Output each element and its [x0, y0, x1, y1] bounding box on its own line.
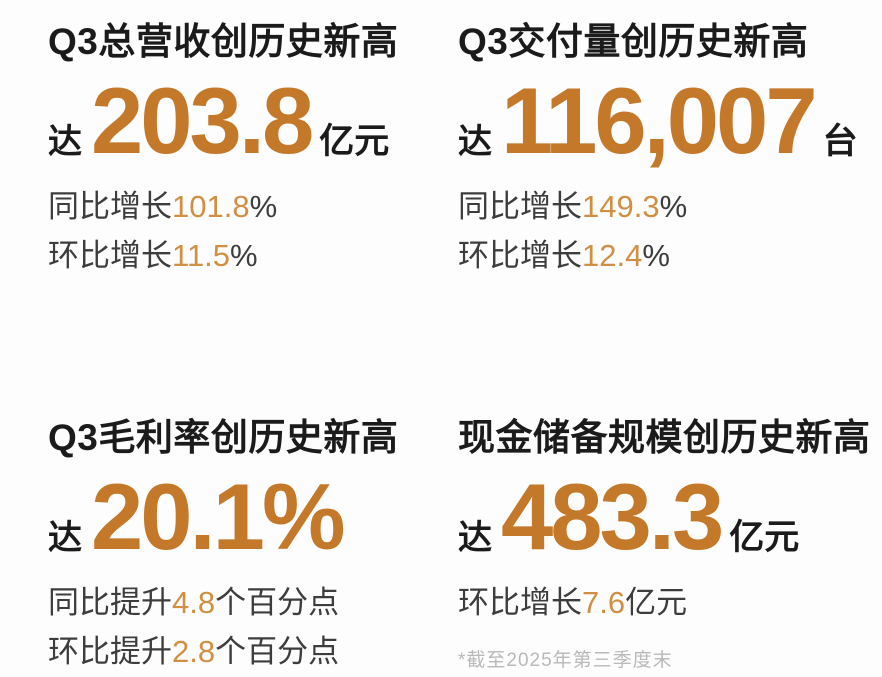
- stat-line-suffix: %: [659, 188, 688, 224]
- deliveries-value: 116,007: [501, 68, 818, 173]
- gross-margin-value-row: 达 20.1%: [48, 466, 432, 568]
- stat-line-label: 同比增长: [458, 188, 582, 224]
- revenue-stat-lines: 同比增长101.8% 环比增长11.5%: [48, 182, 432, 280]
- stat-line-number: 2.8: [172, 633, 216, 669]
- stat-line-label: 同比增长: [48, 188, 172, 224]
- cash-reserves-stat-lines: 环比增长7.6亿元: [458, 578, 874, 627]
- stat-line-number: 4.8: [172, 584, 216, 620]
- stat-line-suffix: 个百分点: [215, 584, 340, 620]
- cash-reserves-unit: 亿元: [729, 518, 800, 557]
- gross-margin-value: 20.1%: [91, 464, 346, 569]
- stat-line-suffix: %: [642, 237, 670, 273]
- stat-line-number: 7.6: [582, 584, 626, 620]
- value-prefix: 达: [48, 519, 82, 557]
- gross-margin-stat-lines: 同比提升4.8个百分点 环比提升2.8个百分点: [48, 578, 432, 676]
- stat-line-suffix: 个百分点: [215, 633, 340, 669]
- stat-line-number: 12.4: [582, 237, 643, 273]
- card-title-deliveries: Q3交付量创历史新高: [458, 21, 809, 62]
- stat-line-qoq: 环比提升2.8个百分点: [48, 627, 432, 676]
- deliveries-unit: 台: [822, 122, 858, 161]
- stat-line-qoq: 环比增长12.4%: [458, 231, 874, 280]
- cash-reserves-value-row: 达 483.3 亿元: [458, 466, 874, 568]
- stat-line-label: 环比增长: [48, 237, 172, 273]
- footnote: *截至2025年第三季度末: [458, 649, 673, 671]
- stat-line-label: 环比增长: [458, 237, 582, 273]
- card-title-revenue: Q3总营收创历史新高: [48, 21, 399, 62]
- stat-card-gross-margin: Q3毛利率创历史新高 达 20.1% 同比提升4.8个百分点 环比提升2.8个百…: [0, 340, 440, 677]
- revenue-value: 203.8: [91, 68, 314, 173]
- stat-line-yoy: 同比增长149.3%: [458, 182, 874, 231]
- stat-line-label: 环比增长: [458, 584, 582, 620]
- stat-line-suffix: %: [230, 237, 258, 273]
- stat-card-deliveries: Q3交付量创历史新高 达 116,007 台 同比增长149.3% 环比增长12…: [440, 0, 882, 340]
- stat-line-suffix: 亿元: [625, 584, 688, 620]
- stat-line-number: 149.3: [582, 188, 660, 224]
- card-title-gross-margin: Q3毛利率创历史新高: [48, 417, 399, 458]
- stat-card-revenue: Q3总营收创历史新高 达 203.8 亿元 同比增长101.8% 环比增长11.…: [0, 0, 440, 340]
- card-title-cash-reserves: 现金储备规模创历史新高: [458, 417, 871, 458]
- stat-line-suffix: %: [249, 188, 278, 224]
- deliveries-stat-lines: 同比增长149.3% 环比增长12.4%: [458, 182, 874, 280]
- value-prefix: 达: [48, 123, 82, 161]
- revenue-unit: 亿元: [319, 122, 390, 161]
- stat-line-qoq: 环比增长7.6亿元: [458, 578, 874, 627]
- stat-line-number: 11.5: [172, 237, 231, 273]
- stat-line-label: 环比提升: [48, 633, 172, 669]
- value-prefix: 达: [458, 123, 492, 161]
- value-prefix: 达: [458, 519, 492, 557]
- deliveries-value-row: 达 116,007 台: [458, 70, 874, 172]
- stat-line-label: 同比提升: [48, 584, 172, 620]
- stat-line-qoq: 环比增长11.5%: [48, 231, 432, 280]
- stat-card-cash-reserves: 现金储备规模创历史新高 达 483.3 亿元 环比增长7.6亿元 *截至2025…: [440, 340, 882, 677]
- revenue-value-row: 达 203.8 亿元: [48, 70, 432, 172]
- cash-reserves-value: 483.3: [501, 464, 724, 569]
- stat-line-yoy: 同比增长101.8%: [48, 182, 432, 231]
- stat-line-number: 101.8: [172, 188, 250, 224]
- stat-line-yoy: 同比提升4.8个百分点: [48, 578, 432, 627]
